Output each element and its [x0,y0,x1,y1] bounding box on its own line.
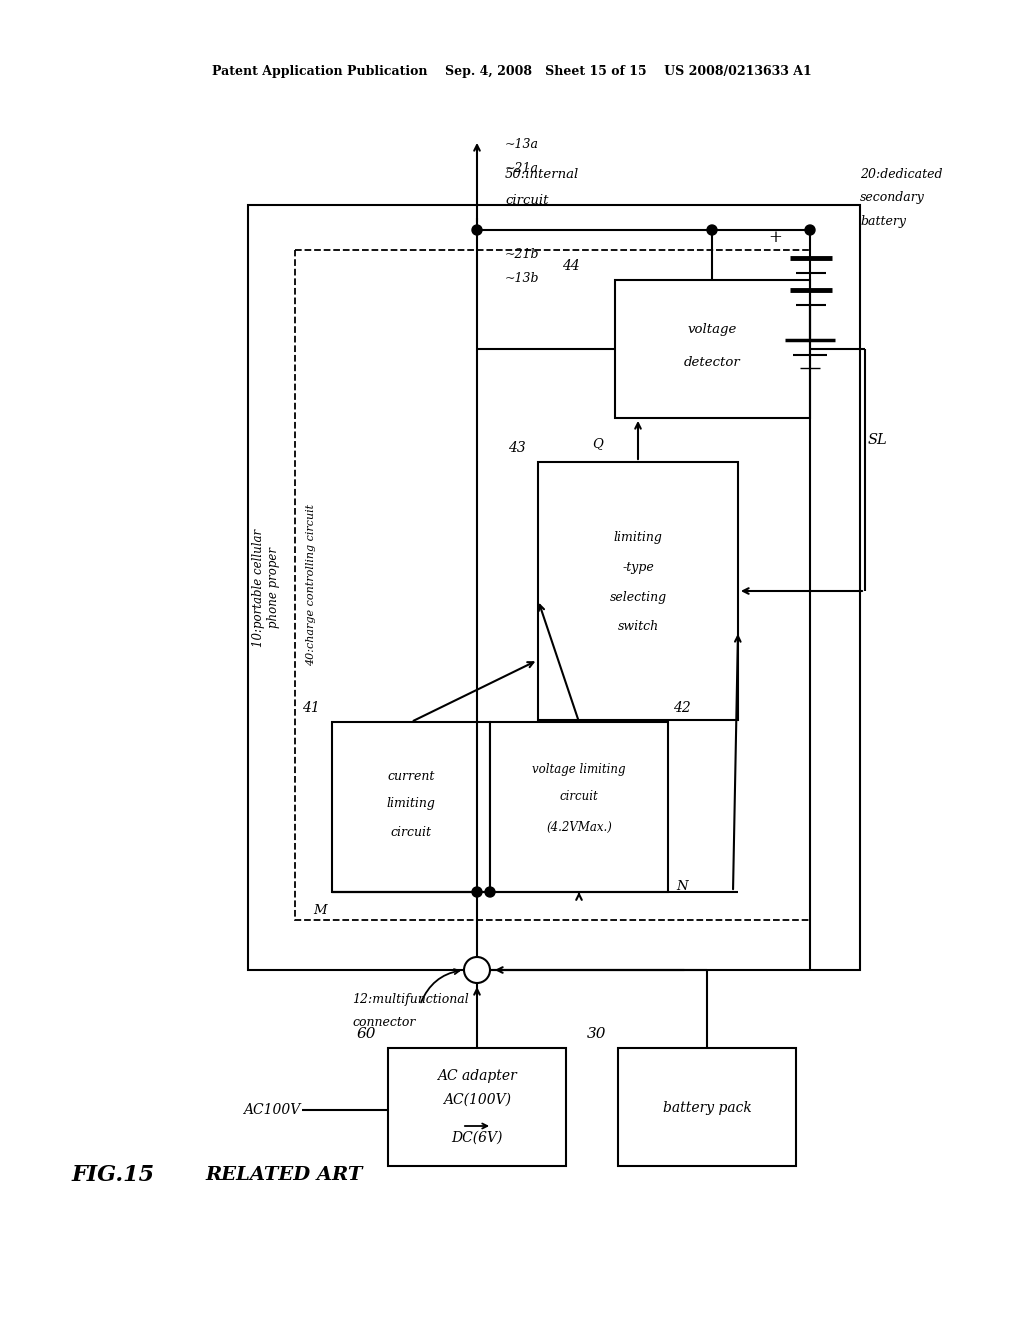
Text: 50:internal: 50:internal [505,169,580,181]
Text: ~13a: ~13a [505,139,539,152]
Text: M: M [313,903,327,916]
Text: 44: 44 [562,259,580,273]
Text: SL: SL [867,433,887,447]
Text: circuit: circuit [505,194,549,206]
Text: (4.2VMax.): (4.2VMax.) [546,821,612,833]
Text: Patent Application Publication    Sep. 4, 2008   Sheet 15 of 15    US 2008/02136: Patent Application Publication Sep. 4, 2… [212,66,812,78]
Bar [615,280,810,418]
Text: 42: 42 [673,701,691,715]
Text: detector: detector [684,355,741,368]
Text: circuit: circuit [560,791,598,804]
Text: 43: 43 [508,441,526,455]
Circle shape [707,224,717,235]
Text: N: N [676,880,688,894]
Text: voltage limiting: voltage limiting [532,763,626,776]
Text: 20:dedicated: 20:dedicated [860,169,942,181]
Circle shape [472,224,482,235]
Text: DC(6V): DC(6V) [452,1131,503,1144]
Circle shape [464,957,490,983]
Text: Q: Q [593,437,603,450]
Bar [538,462,738,719]
Text: AC100V: AC100V [243,1104,300,1117]
Text: -type: -type [623,561,654,573]
Text: current: current [387,771,434,784]
Text: battery: battery [860,214,906,227]
Circle shape [805,224,815,235]
Circle shape [485,887,495,898]
Text: limiting: limiting [387,797,435,810]
Text: voltage: voltage [688,323,737,337]
Bar [388,1048,566,1166]
Circle shape [472,887,482,898]
Text: ~13b: ~13b [505,272,540,285]
Text: 41: 41 [302,701,319,715]
Text: selecting: selecting [609,590,667,603]
Bar [332,722,490,892]
Text: 60: 60 [356,1027,376,1041]
Text: connector: connector [352,1015,416,1028]
Bar [618,1048,796,1166]
Text: battery pack: battery pack [663,1101,752,1115]
Text: +: + [768,230,782,247]
Text: 40:charge controlling circuit: 40:charge controlling circuit [306,504,316,667]
Text: FIG.15: FIG.15 [72,1164,155,1185]
Text: secondary: secondary [860,191,925,205]
Text: 10:portable cellular
phone proper: 10:portable cellular phone proper [252,528,280,647]
Text: AC adapter: AC adapter [437,1069,517,1082]
Text: 12:multifunctional: 12:multifunctional [352,994,469,1006]
Text: AC(100V): AC(100V) [443,1093,511,1107]
Text: 30: 30 [587,1027,606,1041]
Bar [295,249,810,920]
Bar [248,205,860,970]
Text: switch: switch [617,620,658,634]
Text: ~21a: ~21a [505,161,539,174]
Text: limiting: limiting [613,531,663,544]
Bar [490,722,668,892]
Text: circuit: circuit [390,825,431,838]
Text: ~21b: ~21b [505,248,540,261]
Text: RELATED ART: RELATED ART [205,1166,362,1184]
